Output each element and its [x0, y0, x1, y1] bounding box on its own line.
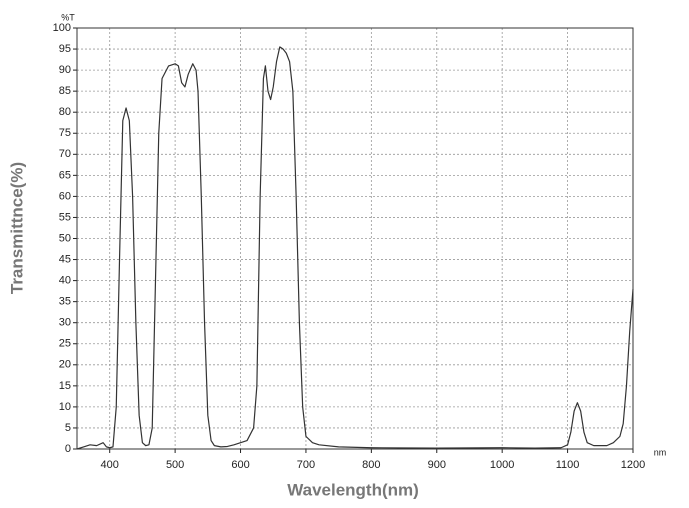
- y-tick-label: 60: [59, 190, 71, 202]
- y-tick-label: 20: [59, 359, 71, 371]
- y-tick-label: 10: [59, 401, 71, 413]
- y-tick-label: 65: [59, 169, 71, 181]
- plot-frame: [76, 27, 634, 450]
- y-tick-label: 95: [59, 43, 71, 55]
- y-tick-label: 80: [59, 106, 71, 118]
- x-tick-label: 400: [101, 459, 119, 471]
- x-tick-label: 700: [297, 459, 315, 471]
- spectrum-line: [76, 46, 634, 450]
- y-tick-label: 100: [53, 22, 71, 34]
- x-tick-label: 1000: [490, 459, 514, 471]
- y-tick-label: 50: [59, 232, 71, 244]
- y-tick-label: 90: [59, 64, 71, 76]
- y-tick-label: 55: [59, 211, 71, 223]
- y-tick-label: 30: [59, 317, 71, 329]
- y-tick-label: 75: [59, 127, 71, 139]
- y-unit: %T: [61, 12, 75, 22]
- x-unit: nm: [654, 447, 667, 457]
- y-tick-label: 35: [59, 296, 71, 308]
- x-tick-label: 1100: [556, 459, 580, 471]
- y-tick-label: 70: [59, 148, 71, 160]
- x-tick-label: 800: [362, 459, 380, 471]
- x-tick-label: 900: [428, 459, 446, 471]
- x-tick-label: 600: [231, 459, 249, 471]
- y-tick-label: 5: [65, 422, 71, 434]
- y-tick-label: 0: [65, 443, 71, 455]
- x-tick-label: 1200: [621, 459, 645, 471]
- y-tick-label: 85: [59, 85, 71, 97]
- y-axis-title: Transmittnce(%): [7, 162, 26, 294]
- y-tick-label: 40: [59, 275, 71, 287]
- y-tick-label: 45: [59, 253, 71, 265]
- x-axis-title: Wavelength(nm): [287, 480, 419, 499]
- x-tick-label: 500: [166, 459, 184, 471]
- y-tick-label: 25: [59, 338, 71, 350]
- y-tick-label: 15: [59, 380, 71, 392]
